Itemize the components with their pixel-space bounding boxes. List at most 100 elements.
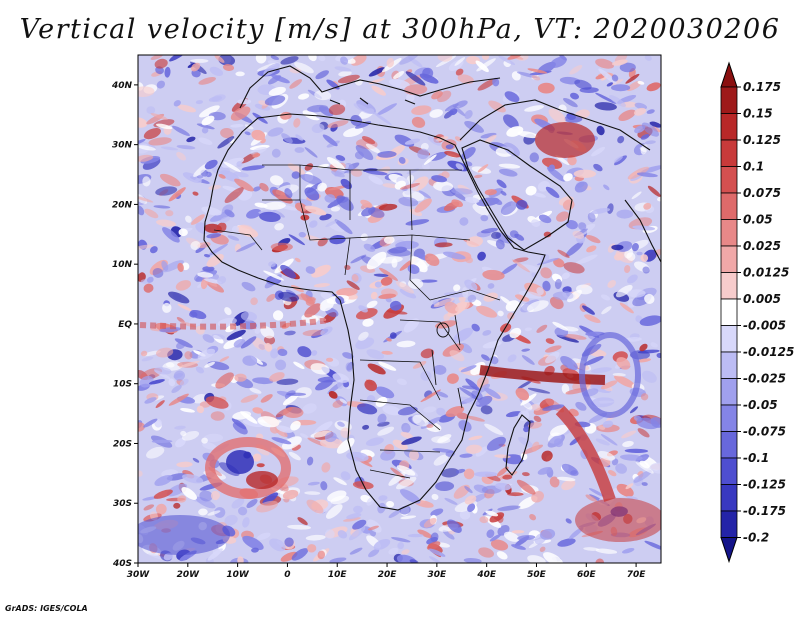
field-patch — [240, 336, 257, 349]
field-patch — [160, 146, 179, 151]
field-patch — [650, 342, 658, 348]
field-patch — [195, 366, 205, 374]
field-patch — [433, 181, 454, 192]
field-patch — [377, 426, 395, 436]
field-patch — [444, 150, 461, 158]
field-patch — [392, 439, 408, 450]
field-patch — [216, 222, 227, 233]
field-patch — [204, 159, 218, 170]
field-patch — [465, 444, 483, 454]
field-patch — [433, 297, 455, 308]
field-patch — [190, 309, 207, 320]
field-patch — [554, 278, 562, 290]
field-patch — [330, 495, 350, 505]
field-patch — [442, 251, 466, 260]
field-patch — [430, 508, 444, 517]
field-patch — [220, 127, 234, 139]
field-patch — [318, 55, 326, 62]
lon-tick-label: 70E — [627, 570, 647, 580]
field-patch — [284, 188, 293, 199]
field-patch — [338, 70, 352, 77]
field-patch — [396, 554, 418, 563]
border-lines — [213, 164, 501, 479]
field-patch — [241, 165, 265, 171]
field-patch — [152, 267, 164, 278]
indian-ocean-swirl — [555, 405, 616, 502]
field-patch — [485, 510, 499, 517]
field-patch — [627, 289, 646, 298]
field-patch — [640, 254, 649, 262]
field-patch — [455, 68, 464, 76]
field-patch — [395, 476, 417, 490]
field-patch — [498, 55, 516, 65]
field-patch — [311, 123, 325, 133]
field-patch — [297, 346, 312, 358]
field-patch — [618, 109, 636, 122]
field-patch — [576, 284, 593, 295]
field-patch — [286, 392, 307, 396]
field-patch — [223, 161, 241, 173]
field-patch — [175, 280, 192, 291]
field-patch — [143, 418, 158, 428]
field-patch — [561, 479, 576, 491]
field-patch — [411, 105, 432, 116]
arabian-peninsula — [461, 139, 573, 251]
field-patch — [330, 206, 341, 212]
field-patch — [353, 103, 372, 115]
field-patch — [509, 327, 522, 339]
field-patch — [271, 437, 292, 445]
field-patch — [288, 234, 305, 246]
field-patch — [480, 132, 497, 139]
field-patch — [388, 246, 408, 254]
field-patch — [257, 416, 280, 428]
field-patch — [560, 356, 578, 371]
field-patch — [270, 175, 284, 186]
field-patch — [472, 203, 489, 216]
field-patch — [420, 371, 432, 381]
field-patch — [337, 74, 360, 84]
field-patch — [361, 136, 376, 145]
field-patch — [242, 535, 264, 550]
field-patch — [343, 517, 361, 522]
lakes — [431, 322, 463, 409]
field-patch — [631, 191, 642, 200]
colorbar-label: 0.1 — [743, 160, 764, 174]
field-patch — [444, 103, 459, 112]
field-patch — [444, 292, 467, 298]
field-patch — [350, 254, 367, 264]
field-patch — [173, 100, 181, 107]
colorbar-swatch — [720, 139, 738, 167]
field-patch — [263, 201, 286, 210]
field-patch — [417, 529, 433, 539]
field-patch — [231, 225, 239, 233]
field-patch — [607, 470, 617, 477]
field-patch — [192, 457, 200, 463]
field-patch — [382, 405, 401, 416]
field-patch — [590, 208, 611, 214]
field-patch — [562, 291, 574, 299]
field-patch — [565, 219, 578, 230]
field-patch — [542, 280, 551, 292]
colorbar-swatch — [720, 86, 738, 114]
field-patch — [210, 411, 225, 421]
iran-ascent — [535, 122, 595, 158]
field-patch — [293, 361, 305, 370]
field-patch — [496, 551, 508, 560]
lon-tick-label: 50E — [527, 570, 547, 580]
field-patch — [436, 407, 446, 416]
field-patch — [337, 421, 345, 427]
field-patch — [505, 411, 522, 418]
field-patch — [241, 281, 256, 292]
field-patch — [298, 93, 310, 100]
field-patch — [598, 68, 617, 84]
lat-tick-label: 40S — [112, 559, 132, 569]
field-patch — [173, 370, 185, 381]
field-patch — [232, 411, 252, 420]
field-patch — [435, 391, 449, 398]
field-patch — [367, 363, 386, 375]
field-patch — [280, 56, 299, 65]
field-patch — [358, 331, 369, 341]
field-patch — [218, 174, 226, 179]
field-patch — [214, 507, 226, 518]
field-patch — [595, 58, 615, 69]
